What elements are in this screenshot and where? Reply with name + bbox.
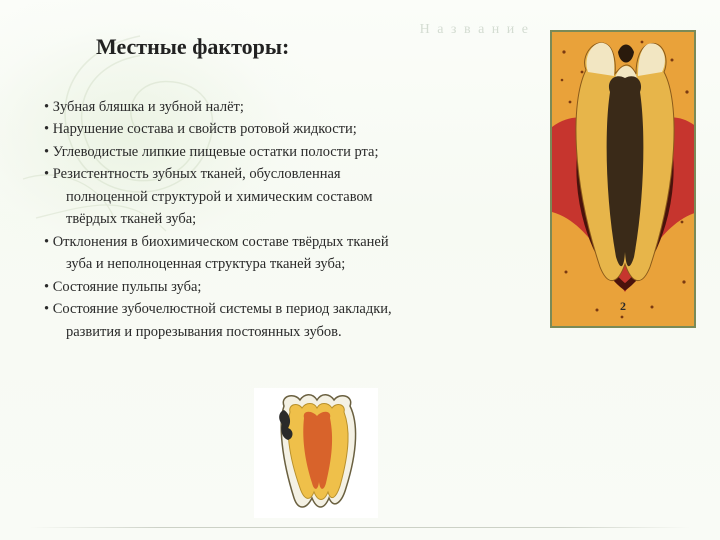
bullet-continuation: твёрдых тканей зуба;	[44, 208, 514, 230]
bullet-continuation: развития и прорезывания постоянных зубов…	[44, 321, 514, 343]
footer-line	[30, 527, 690, 528]
bullet-item: • Состояние пульпы зуба;	[44, 276, 514, 298]
bullet-continuation: зуба и неполноценная структура тканей зу…	[44, 253, 514, 275]
figure-tooth-section: 2	[550, 30, 696, 328]
slide-title: Местные факторы:	[96, 34, 289, 60]
figure-right-label: 2	[620, 299, 626, 314]
bullet-item: • Нарушение состава и свойств ротовой жи…	[44, 118, 514, 140]
ghost-title: Н а з в а н и е	[420, 22, 530, 38]
bullet-list: • Зубная бляшка и зубной налёт;• Нарушен…	[44, 96, 514, 343]
bullet-continuation: полноценной структурой и химическим сост…	[44, 186, 514, 208]
bullet-item: • Резистентность зубных тканей, обусловл…	[44, 163, 514, 185]
bullet-item: • Отклонения в биохимическом составе твё…	[44, 231, 514, 253]
bullet-item: • Состояние зубочелюстной системы в пери…	[44, 298, 514, 320]
bullet-item: • Углеводистые липкие пищевые остатки по…	[44, 141, 514, 163]
bullet-item: • Зубная бляшка и зубной налёт;	[44, 96, 514, 118]
figure-tooth-small	[254, 388, 378, 518]
